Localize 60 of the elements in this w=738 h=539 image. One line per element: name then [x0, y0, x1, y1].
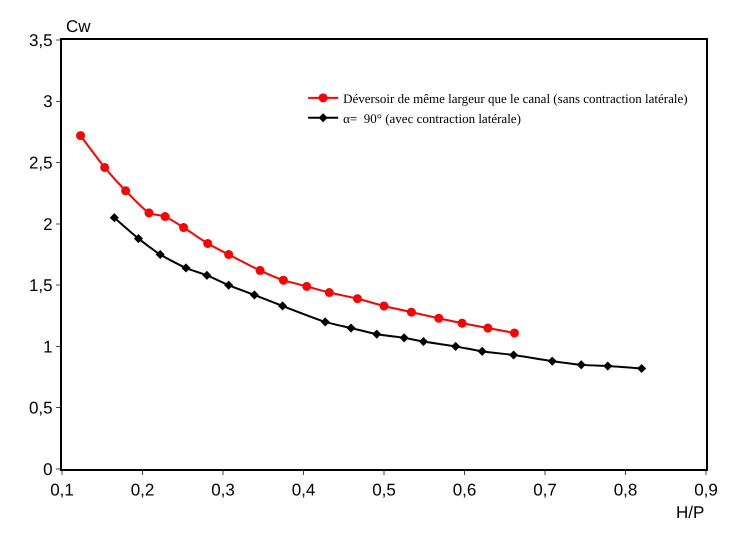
- point: [576, 360, 586, 370]
- point: [400, 333, 409, 342]
- y-tick-label: 2: [43, 214, 53, 234]
- x-tick-label: 0,6: [452, 480, 476, 500]
- point: [603, 361, 612, 371]
- y-tick-label: 0: [43, 460, 53, 479]
- x-tick-label: 0,2: [130, 480, 154, 500]
- point: [302, 282, 312, 291]
- point: [256, 266, 265, 275]
- x-tick-label: 0,7: [533, 480, 557, 500]
- point: [134, 234, 144, 244]
- x-axis-title: H/P: [676, 503, 704, 522]
- point: [121, 186, 130, 196]
- legend-label: α= 90° (avec contraction latérale): [343, 110, 521, 126]
- point: [278, 301, 288, 311]
- point: [478, 346, 487, 356]
- point: [509, 350, 518, 360]
- point: [548, 356, 557, 366]
- y-tick-label: 3: [43, 92, 53, 112]
- point: [110, 213, 119, 222]
- point: [100, 162, 110, 172]
- point: [224, 250, 234, 259]
- y-tick-label: 1,5: [28, 276, 53, 296]
- point: [324, 288, 334, 297]
- x-tick-label: 0,5: [372, 480, 396, 500]
- y-axis-title: Cw: [66, 17, 92, 36]
- point: [278, 276, 288, 285]
- point: [144, 208, 154, 218]
- point: [202, 270, 212, 280]
- point: [434, 314, 444, 323]
- point: [406, 308, 416, 317]
- x-tick-label: 0,3: [211, 480, 235, 500]
- x-tick-label: 0,1: [50, 480, 74, 500]
- point: [418, 336, 428, 346]
- point: [458, 318, 467, 328]
- x-tick-label: 0,4: [292, 480, 316, 500]
- point: [451, 342, 460, 351]
- point: [510, 328, 519, 338]
- point: [156, 250, 165, 260]
- x-tick-label: 0,8: [614, 480, 638, 500]
- point: [320, 317, 330, 326]
- point: [160, 212, 170, 221]
- y-tick-label: 1: [43, 337, 53, 356]
- point: [346, 323, 356, 333]
- point: [250, 290, 259, 300]
- point: [637, 364, 646, 374]
- point: [76, 131, 86, 140]
- point: [372, 330, 382, 339]
- point: [224, 280, 234, 290]
- point: [179, 223, 188, 232]
- point: [483, 324, 492, 333]
- point: [181, 263, 191, 273]
- point: [203, 238, 212, 248]
- point: [352, 294, 362, 304]
- y-tick-label: 0,5: [28, 398, 53, 418]
- y-tick-label: 2,5: [28, 154, 53, 173]
- legend-label: Déversoir de même largeur que le canal (sans contraction latérale): [343, 90, 688, 106]
- point: [380, 301, 388, 310]
- x-tick-label: 0,9: [694, 480, 718, 500]
- y-tick-label: 3,5: [28, 30, 53, 50]
